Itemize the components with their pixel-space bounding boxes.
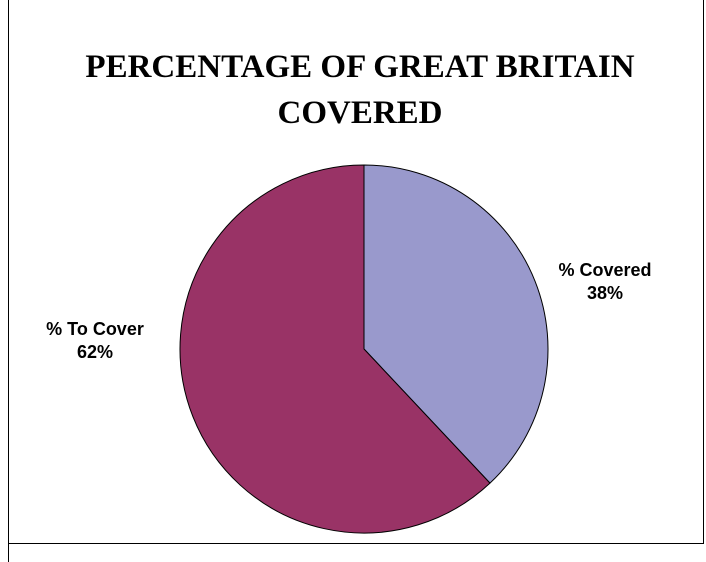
slice-name-to-cover: % To Cover — [46, 319, 144, 339]
chart-frame — [8, 0, 704, 544]
slice-name-covered: % Covered — [558, 260, 652, 280]
slice-value-to-cover: 62% — [76, 342, 114, 362]
chart-title: PERCENTAGE OF GREAT BRITAIN COVERED — [85, 49, 635, 131]
pie-slice-to-cover — [179, 164, 491, 534]
slice-value-covered: 38% — [586, 283, 624, 303]
pie-slice-covered — [363, 164, 549, 484]
frame-stub — [8, 544, 9, 562]
slice-label-covered: % Covered 38% — [530, 259, 680, 305]
slice-label-to-cover: % To Cover 62% — [30, 318, 160, 364]
